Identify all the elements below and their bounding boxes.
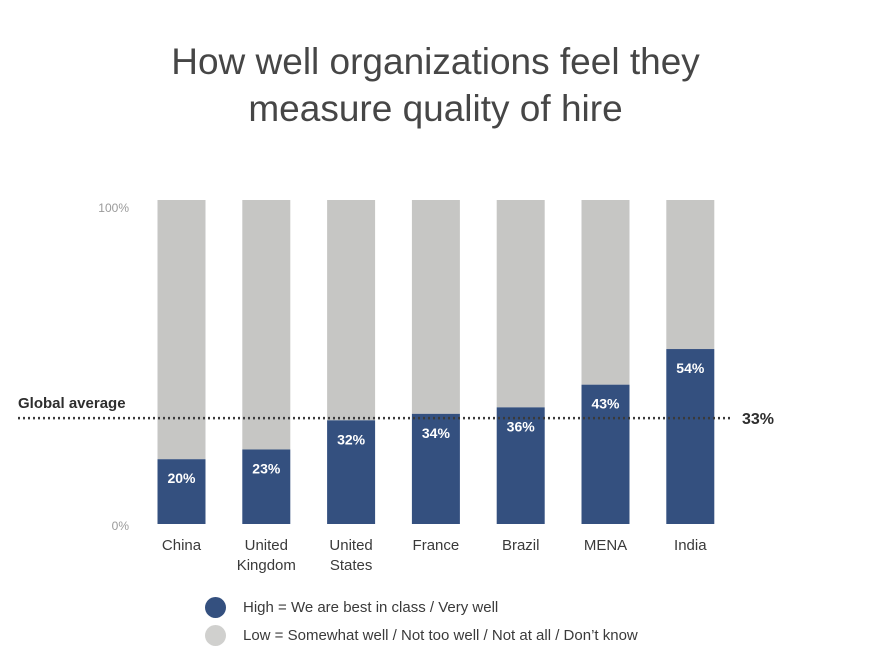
chart-title: How well organizations feel they measure… — [0, 38, 871, 132]
data-label-3: 34% — [422, 425, 451, 441]
bar-low-4 — [496, 200, 545, 408]
legend-swatch-low — [205, 624, 226, 646]
legend-label-low: Low = Somewhat well / Not too well / Not… — [243, 626, 638, 644]
y-tick-label-min: 0% — [112, 519, 130, 533]
legend-swatch-high — [205, 596, 226, 618]
legend: High = We are best in class / Very well … — [205, 593, 638, 649]
data-label-6: 54% — [676, 360, 705, 376]
category-label-3: France — [413, 537, 460, 554]
category-label-1-line-1: United — [245, 537, 288, 554]
legend-label-high: High = We are best in class / Very well — [243, 598, 499, 616]
bar-high-5 — [581, 384, 630, 524]
category-label-4: Brazil — [502, 537, 540, 554]
legend-item-low: Low = Somewhat well / Not too well / Not… — [205, 621, 638, 649]
category-label-2-line-2: States — [330, 557, 373, 574]
category-label-0: China — [162, 537, 202, 554]
bar-low-5 — [581, 200, 630, 385]
bar-low-1 — [242, 200, 291, 450]
bar-high-2 — [327, 420, 376, 524]
category-label-2-line-1: United — [329, 537, 372, 554]
legend-item-high: High = We are best in class / Very well — [205, 593, 638, 621]
bar-high-0 — [157, 459, 206, 524]
chart-title-line-2: measure quality of hire — [248, 88, 623, 129]
bar-low-2 — [327, 200, 376, 421]
data-label-5: 43% — [591, 396, 620, 412]
global-average-value: 33% — [742, 411, 774, 428]
y-tick-label-max: 100% — [98, 201, 129, 215]
bar-low-3 — [411, 200, 460, 414]
data-label-1: 23% — [252, 460, 281, 476]
data-label-0: 20% — [167, 470, 196, 486]
data-label-2: 32% — [337, 431, 366, 447]
bar-high-1 — [242, 449, 291, 524]
category-label-6: India — [674, 537, 707, 554]
bar-high-6 — [666, 349, 715, 524]
category-label-1-line-2: Kingdom — [237, 557, 296, 574]
data-label-4: 36% — [507, 418, 536, 434]
bar-high-4 — [496, 407, 545, 524]
bar-low-6 — [666, 200, 715, 350]
category-label-5: MENA — [584, 537, 627, 554]
global-average-label: Global average — [18, 395, 126, 412]
chart-title-line-1: How well organizations feel they — [171, 41, 700, 82]
bar-high-3 — [411, 413, 460, 524]
bar-low-0 — [157, 200, 206, 460]
